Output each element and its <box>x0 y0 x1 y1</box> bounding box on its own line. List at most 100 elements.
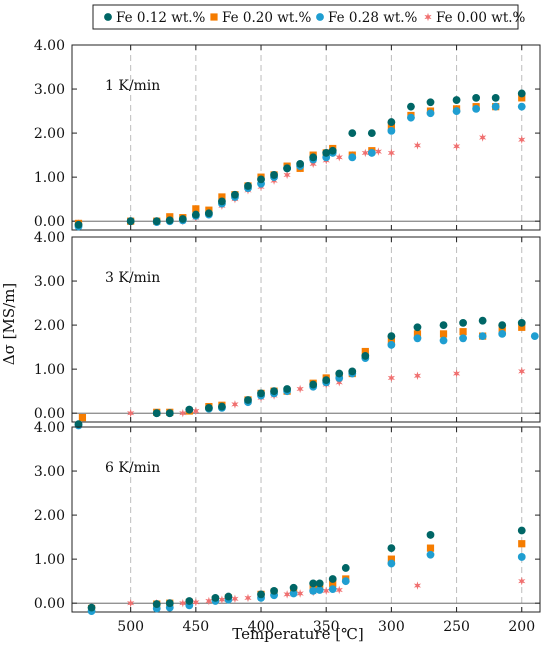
data-point <box>315 579 324 588</box>
data-point <box>192 598 200 607</box>
data-point <box>387 122 395 131</box>
panel-2: 0.00 1.00 2.00 3.00 4.00 3 K/min <box>34 230 541 430</box>
legend-marker <box>424 12 432 22</box>
data-point <box>152 409 161 418</box>
data-point <box>518 367 526 376</box>
data-point <box>479 133 487 142</box>
panel-frame <box>71 426 541 613</box>
data-point <box>309 159 317 169</box>
data-point <box>530 332 539 341</box>
data-point <box>211 594 220 602</box>
chart-panels: 0.00 1.00 2.00 3.00 4.00 1 K/min 0.00 1.00 2.00 3… <box>34 38 541 635</box>
data-point <box>257 590 265 599</box>
data-point <box>426 544 435 552</box>
data-point <box>367 149 376 157</box>
data-point <box>518 576 526 586</box>
data-point <box>283 164 291 173</box>
data-point <box>517 102 526 111</box>
data-point <box>459 334 467 343</box>
data-point <box>127 598 135 608</box>
data-point <box>165 599 174 608</box>
data-point <box>257 175 265 184</box>
legend-label: Fe 0.28 wt.% <box>328 10 418 26</box>
x-tick-labels: 500 450 400 350 300 250 200 <box>117 619 535 635</box>
data-point <box>218 402 226 411</box>
data-point <box>498 321 507 329</box>
data-point <box>452 369 461 378</box>
data-point <box>165 216 174 225</box>
data-point <box>335 153 343 162</box>
data-point <box>472 93 481 102</box>
y-tick-label: 4.00 <box>34 38 65 54</box>
data-point <box>296 384 304 394</box>
series-fe-0-12-wt- <box>87 526 526 612</box>
data-point <box>361 347 369 356</box>
data-point <box>329 579 337 587</box>
data-point <box>374 147 382 156</box>
data-point <box>309 153 318 162</box>
data-point <box>191 210 200 219</box>
data-point <box>74 420 83 429</box>
data-point <box>367 129 376 137</box>
data-point <box>309 579 318 588</box>
data-point <box>518 94 526 102</box>
x-tick-label: 250 <box>443 619 470 635</box>
legend-label: Fe 0.20 wt.% <box>222 10 312 26</box>
data-point <box>335 585 343 595</box>
data-point <box>387 336 395 345</box>
data-point <box>283 590 291 599</box>
data-point <box>341 577 350 586</box>
data-point <box>328 575 337 583</box>
panel-frame <box>71 236 541 423</box>
data-point <box>413 141 422 150</box>
panel-1: 0.00 1.00 2.00 3.00 4.00 1 K/min <box>34 38 541 231</box>
data-point <box>413 581 422 590</box>
x-tick-label: 500 <box>117 619 144 635</box>
panel-3: 0.00 1.00 2.00 3.00 4.00 6 K/min <box>34 420 541 616</box>
data-point <box>335 378 343 387</box>
data-point <box>231 594 239 603</box>
data-point <box>257 389 265 398</box>
data-point <box>348 153 357 162</box>
data-point <box>74 220 83 229</box>
x-tick-label: 400 <box>248 619 275 635</box>
data-point <box>179 408 187 418</box>
data-point <box>413 334 422 343</box>
data-point <box>478 332 487 341</box>
data-point <box>439 336 448 345</box>
legend-marker <box>210 13 218 21</box>
y-tick-label: 3.00 <box>34 464 65 480</box>
data-point <box>387 544 396 553</box>
data-point <box>387 373 396 383</box>
data-point <box>348 129 357 137</box>
data-point <box>87 603 96 612</box>
x-tick-label: 200 <box>508 619 535 635</box>
data-point <box>127 408 135 418</box>
data-point <box>328 585 337 593</box>
data-point <box>387 118 396 126</box>
data-point <box>126 217 135 226</box>
data-point <box>517 318 526 327</box>
x-tick-label: 450 <box>182 619 209 635</box>
data-point <box>387 555 395 563</box>
series-fe-0-12-wt- <box>74 89 526 229</box>
y-tick-label: 0.00 <box>34 596 65 612</box>
data-point <box>283 170 291 180</box>
data-point <box>218 193 226 201</box>
data-point <box>498 325 506 334</box>
data-point <box>518 540 526 548</box>
data-point <box>413 330 422 338</box>
data-point <box>322 376 331 385</box>
legend-label: Fe 0.12 wt.% <box>116 10 206 26</box>
x-axis-title: Temperature [℃] <box>232 625 364 643</box>
data-point <box>244 593 252 603</box>
data-point <box>478 316 487 325</box>
series-fe-0-20-wt- <box>87 540 526 613</box>
panel-frame <box>71 44 541 231</box>
data-point <box>296 589 304 598</box>
data-point <box>244 396 252 404</box>
data-point <box>439 330 448 338</box>
data-point <box>192 406 200 416</box>
data-point <box>387 126 396 135</box>
